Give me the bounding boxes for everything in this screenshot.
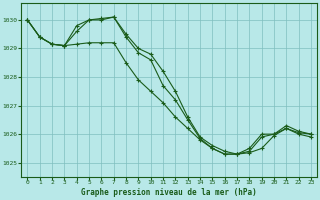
X-axis label: Graphe pression niveau de la mer (hPa): Graphe pression niveau de la mer (hPa) bbox=[81, 188, 257, 197]
